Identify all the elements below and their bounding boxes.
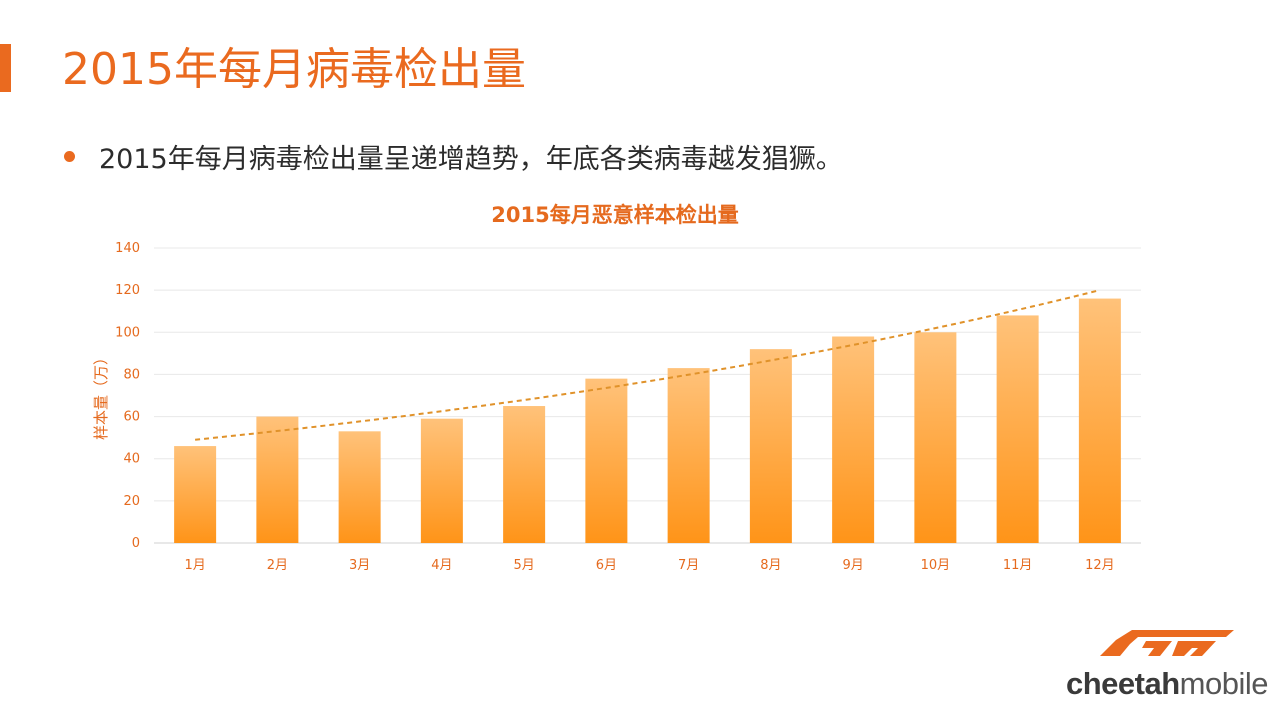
logo-text-bold: cheetah <box>1066 666 1180 701</box>
x-tick-label: 9月 <box>842 558 863 573</box>
bar <box>996 315 1039 543</box>
y-axis-label: 样本量（万） <box>92 350 110 440</box>
bar <box>585 378 628 543</box>
cm-logo-icon <box>1100 630 1234 656</box>
logo-wordmark: cheetahmobile <box>1048 666 1269 702</box>
bars <box>174 298 1121 543</box>
title-accent-bar <box>0 44 11 92</box>
x-tick-label: 8月 <box>760 558 781 573</box>
bullet-dot-icon <box>64 150 75 162</box>
y-tick-label: 80 <box>123 367 140 382</box>
x-tick-label: 1月 <box>184 558 205 573</box>
slide-title: 2015年每月病毒检出量 <box>62 44 526 95</box>
bar <box>503 406 546 543</box>
bar <box>914 332 957 543</box>
x-tick-label: 7月 <box>678 558 699 573</box>
x-tick-label: 10月 <box>921 558 951 573</box>
bar <box>667 368 710 543</box>
y-tick-label: 0 <box>132 536 140 551</box>
bullet-item: 2015年每月病毒检出量呈递增趋势，年底各类病毒越发猖獗。 <box>64 136 843 176</box>
chart-title: 2015每月恶意样本检出量 <box>491 203 738 227</box>
y-tick-label: 100 <box>115 325 140 340</box>
cheetah-mobile-logo: cheetahmobile <box>1048 622 1269 706</box>
bar <box>256 416 299 543</box>
x-axis-ticks: 1月 2月 3月 4月 5月 6月 7月 8月 9月 10月 11月 12月 <box>184 558 1114 573</box>
y-tick-label: 120 <box>115 283 140 298</box>
bullet-text: 2015年每月病毒检出量呈递增趋势，年底各类病毒越发猖獗。 <box>99 143 843 175</box>
bar <box>174 446 217 543</box>
x-tick-label: 3月 <box>349 558 370 573</box>
x-tick-label: 6月 <box>596 558 617 573</box>
bar <box>832 336 875 543</box>
bar <box>1078 298 1121 543</box>
x-tick-label: 4月 <box>431 558 452 573</box>
bar <box>420 418 463 543</box>
bar <box>749 349 792 543</box>
y-axis-ticks: 0 20 40 60 80 100 120 140 <box>115 241 140 551</box>
y-tick-label: 140 <box>115 241 140 256</box>
x-tick-label: 12月 <box>1085 558 1115 573</box>
x-tick-label: 11月 <box>1003 558 1033 573</box>
x-tick-label: 2月 <box>267 558 288 573</box>
bar <box>338 431 381 543</box>
y-tick-label: 40 <box>123 452 140 467</box>
grid-lines <box>154 247 1141 544</box>
y-tick-label: 60 <box>123 410 140 425</box>
y-tick-label: 20 <box>123 494 140 509</box>
logo-text-light: mobile <box>1179 666 1269 701</box>
x-tick-label: 5月 <box>513 558 534 573</box>
trend-line <box>194 289 1101 441</box>
